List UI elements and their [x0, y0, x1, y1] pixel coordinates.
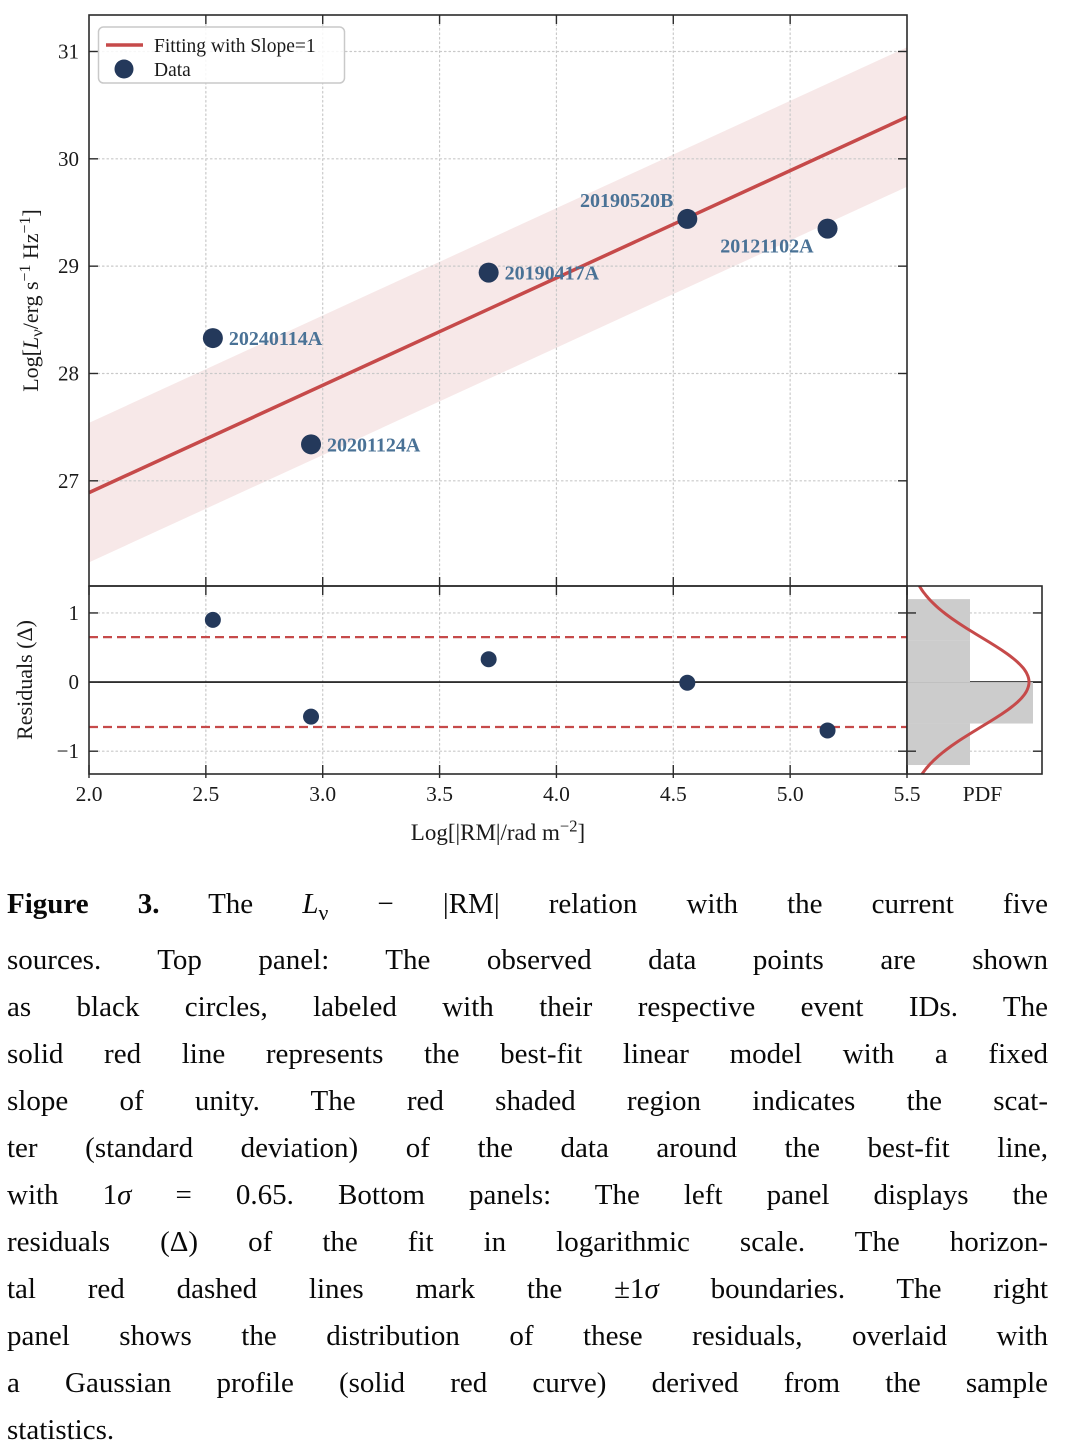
x-tick-label: 3.5 [426, 782, 453, 806]
caption-text-segment: − |RM| relation with the current five [328, 888, 1049, 920]
x-tick-label: 4.5 [660, 782, 687, 806]
x-tick-label: 5.5 [894, 782, 921, 806]
caption-line-1: Figure 3. The Lν − |RM| relation with th… [7, 881, 1048, 937]
caption-line-5: slope of unity. The red shaded region in… [7, 1078, 1048, 1125]
y-tick-label: 0 [69, 670, 80, 694]
pdf-label: PDF [963, 782, 1002, 806]
caption-text-segment: tal red dashed lines mark the ±1 [7, 1272, 645, 1305]
caption-text-segment: residuals (Δ) of the fit in logarithmic … [7, 1225, 1048, 1258]
data-point-20121102A [817, 218, 838, 239]
y-axis-label-luminosity: Log[Lν/erg s−1 Hz−1] [17, 209, 46, 392]
pdf-panel: PDF [906, 585, 1043, 806]
x-tick-label: 4.0 [543, 782, 570, 806]
legend-label-fit: Fitting with Slope=1 [154, 36, 316, 57]
y-tick-label: −1 [57, 739, 79, 763]
caption-text-segment: a Gaussian profile (solid red curve) der… [7, 1366, 1048, 1399]
y-tick-label: 1 [69, 601, 80, 625]
caption-text-segment: ter (standard deviation) of the data aro… [7, 1131, 1048, 1164]
caption-text-segment: = 0.65. Bottom panels: The left panel di… [131, 1178, 1048, 1211]
histogram-bar-1 [907, 682, 1033, 724]
caption-line-12: statistics. [7, 1407, 1048, 1454]
data-point-20201124A [301, 434, 322, 455]
gaussian-curve [918, 585, 1031, 775]
y-tick-label: 27 [58, 469, 79, 493]
histogram-bar-2 [907, 640, 970, 683]
residual-point-20240114A [204, 611, 221, 628]
figure-caption: Figure 3. The Lν − |RM| relation with th… [7, 881, 1048, 1454]
y-axis-label-residuals: Residuals (Δ) [12, 620, 37, 740]
y-tick-label: 29 [58, 254, 79, 278]
caption-line-6: ter (standard deviation) of the data aro… [7, 1125, 1048, 1172]
caption-line-11: a Gaussian profile (solid red curve) der… [7, 1360, 1048, 1407]
caption-text-segment: ν [318, 900, 329, 925]
legend-box [97, 26, 346, 84]
data-point-label-20190417A: 20190417A [505, 263, 600, 285]
residual-panel: −1 0 1 2.0 2.5 3.0 3.5 4.0 4.5 5.0 5.5 Residuals (Δ… [12, 585, 1042, 845]
legend-circle-swatch [114, 59, 134, 79]
x-tick-label: 2.0 [76, 782, 103, 806]
legend: Fitting with Slope=1 Data [97, 26, 346, 84]
data-point-20190417A [478, 262, 499, 283]
caption-text-segment: solid red line represents the best-fit l… [7, 1037, 1048, 1070]
data-point-label-20240114A: 20240114A [229, 328, 323, 350]
caption-text-segment: σ [117, 1178, 132, 1211]
x-axis-label-rm: Log[|RM|/rad m−2] [411, 817, 585, 845]
caption-text-segment: panel shows the distribution of these re… [7, 1319, 1048, 1352]
caption-line-7: with 1σ = 0.65. Bottom panels: The left … [7, 1172, 1048, 1219]
figure-panel: 20240114A 20201124A 20190417A 20190520B 2012… [12, 14, 1043, 845]
caption-text-segment: boundaries. The right [658, 1272, 1049, 1305]
fit-line [88, 115, 908, 495]
x-tick-label: 2.5 [192, 782, 219, 806]
data-point-label-20190520B: 20190520B [580, 190, 673, 212]
data-point-20240114A [202, 328, 223, 349]
caption-line-10: panel shows the distribution of these re… [7, 1313, 1048, 1360]
caption-text-segment: as black circles, labeled with their res… [7, 990, 1048, 1023]
histogram-bar-0 [907, 723, 970, 766]
residual-point-20190520B [679, 674, 696, 691]
caption-text-segment: L [302, 888, 319, 920]
pdf-panel-frame [906, 585, 1043, 775]
caption-line-3: as black circles, labeled with their res… [7, 984, 1048, 1031]
caption-text-segment: sources. Top panel: The observed data po… [7, 943, 1048, 976]
caption-line-4: solid red line represents the best-fit l… [7, 1031, 1048, 1078]
data-point-label-20201124A: 20201124A [327, 434, 421, 456]
caption-line-8: residuals (Δ) of the fit in logarithmic … [7, 1219, 1048, 1266]
caption-text-segment: Figure 3. [7, 888, 160, 920]
residual-point-20201124A [303, 708, 320, 725]
caption-text-segment: The [159, 888, 303, 920]
caption-text-segment: σ [644, 1272, 659, 1305]
legend-label-data: Data [154, 60, 191, 81]
caption-text-segment: with 1 [7, 1178, 118, 1211]
data-point-20190520B [677, 208, 698, 229]
y-tick-label: 30 [58, 147, 79, 171]
y-tick-label: 31 [58, 39, 79, 63]
residual-point-20121102A [819, 722, 836, 739]
top-panel: 20240114A 20201124A 20190417A 20190520B 2012… [17, 14, 908, 587]
y-tick-label: 28 [58, 361, 79, 385]
residual-point-20190417A [480, 651, 497, 668]
caption-line-9: tal red dashed lines mark the ±1σ bounda… [7, 1266, 1048, 1313]
x-tick-label: 3.0 [309, 782, 336, 806]
data-point-label-20121102A: 20121102A [720, 236, 814, 258]
caption-text-segment: slope of unity. The red shaded region in… [7, 1084, 1048, 1117]
histogram-bar-3 [907, 599, 970, 641]
caption-line-2: sources. Top panel: The observed data po… [7, 937, 1048, 984]
x-tick-label: 5.0 [777, 782, 804, 806]
luminosity-rm-figure: 20240114A 20201124A 20190417A 20190520B 2012… [12, 14, 1043, 845]
caption-text-segment: statistics. [7, 1413, 115, 1446]
